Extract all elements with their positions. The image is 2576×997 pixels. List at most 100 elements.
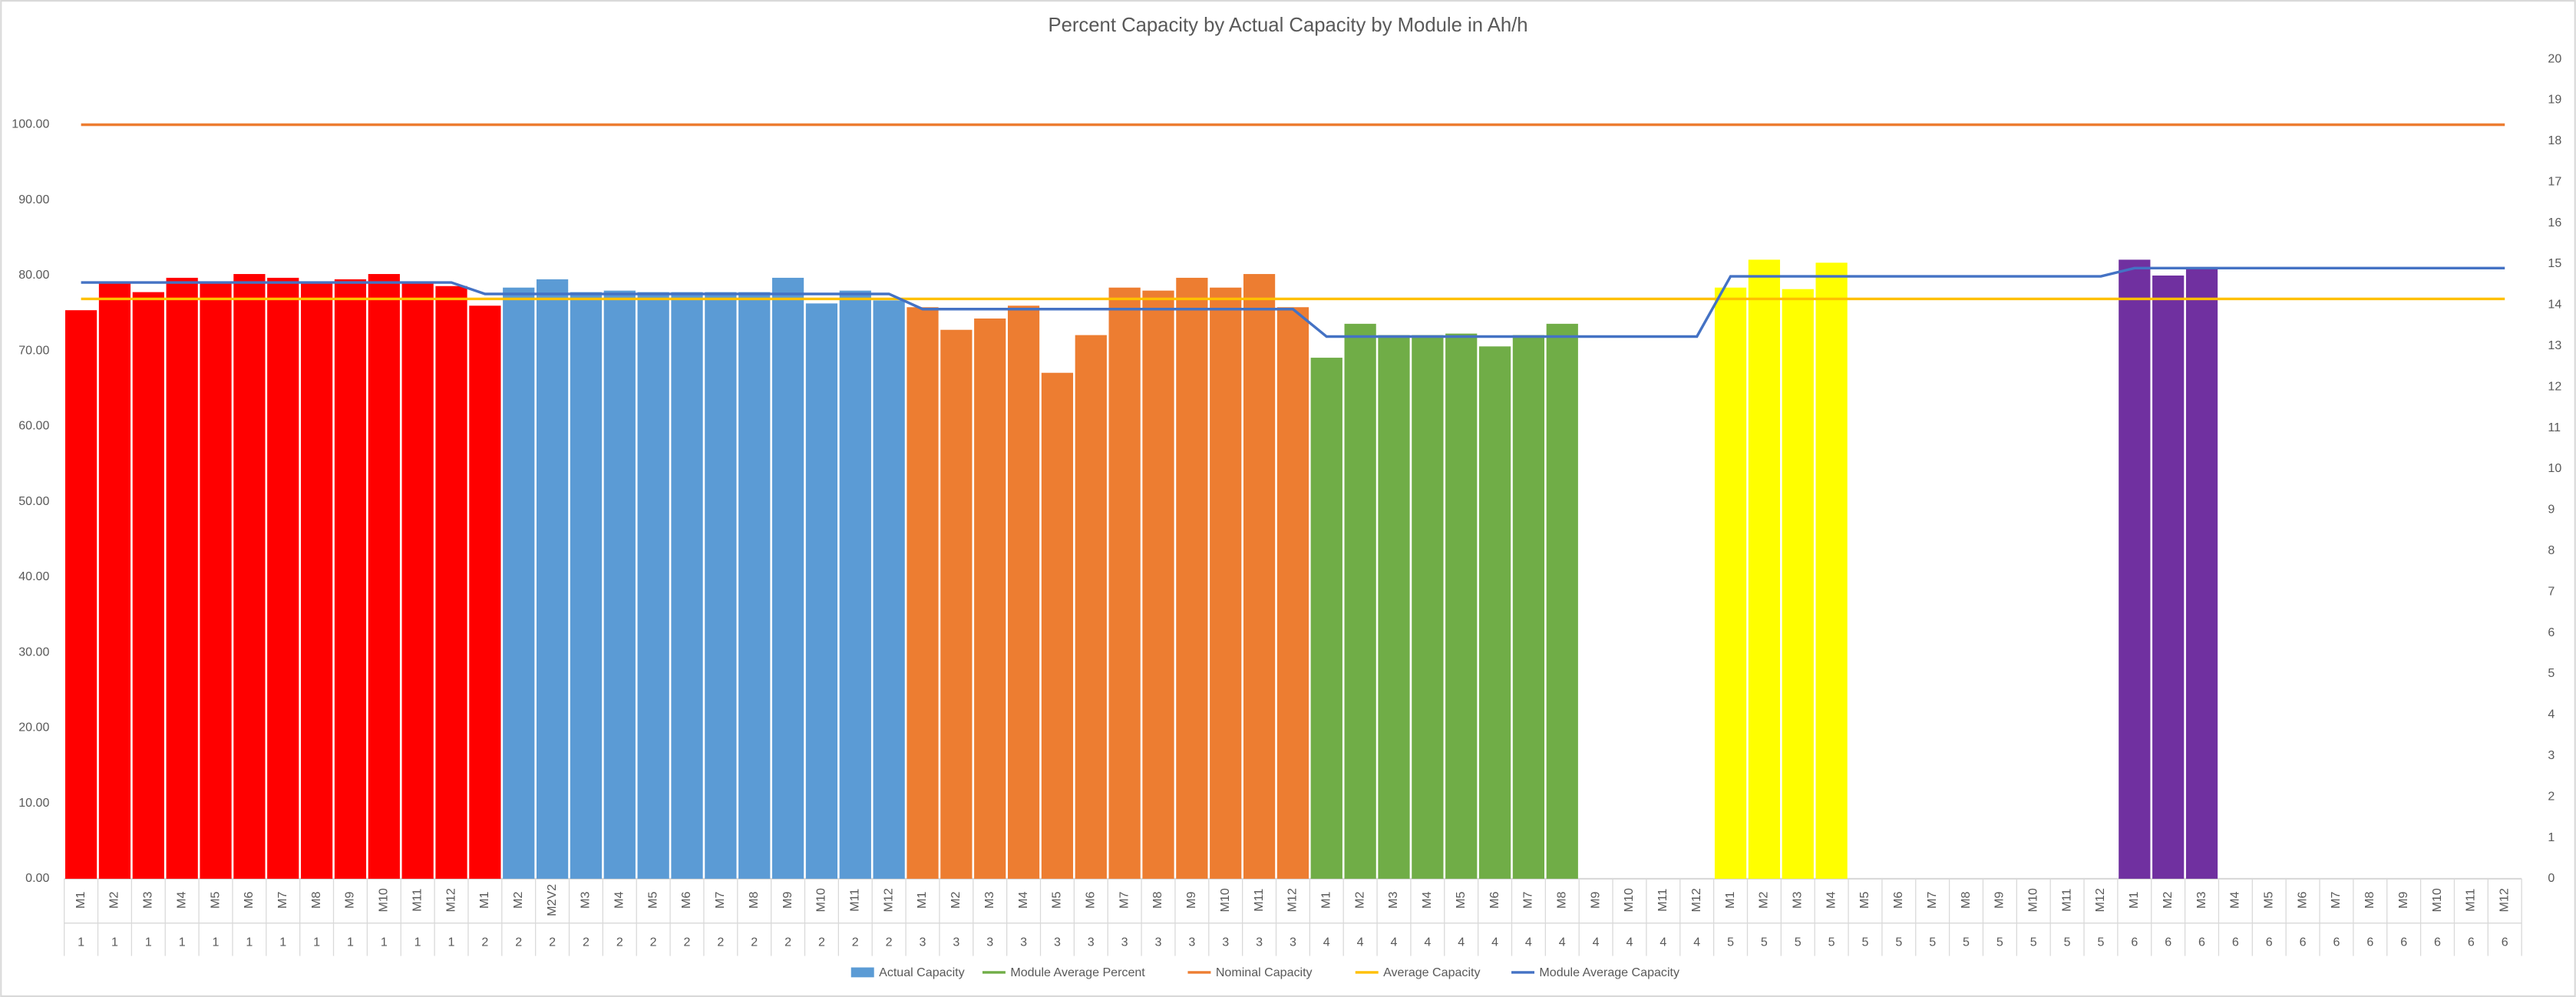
x-group-label: 5 — [1727, 936, 1734, 949]
bar — [1748, 259, 1781, 879]
bar — [1142, 290, 1174, 879]
x-group-label: 6 — [2131, 936, 2138, 949]
x-group-label: 2 — [784, 936, 791, 949]
bar — [705, 292, 737, 879]
x-tick-label: M11 — [2059, 889, 2073, 912]
y2-tick-label: 13 — [2548, 338, 2561, 352]
bar — [401, 282, 434, 879]
x-group-label: 3 — [953, 936, 959, 949]
x-group-label: 4 — [1424, 936, 1431, 949]
y2-tick-label: 11 — [2548, 421, 2561, 434]
bar — [1075, 335, 1107, 879]
x-group-label: 2 — [852, 936, 859, 949]
x-tick-label: M7 — [1117, 892, 1131, 909]
bar — [637, 292, 669, 879]
bar — [267, 277, 299, 879]
x-group-label: 1 — [381, 936, 388, 949]
x-group-label: 3 — [986, 936, 993, 949]
bar — [1412, 335, 1444, 879]
x-group-label: 2 — [751, 936, 758, 949]
x-tick-label: M3 — [1386, 892, 1400, 909]
y2-tick-label: 7 — [2548, 584, 2555, 598]
bar — [1445, 333, 1478, 879]
x-group-label: 3 — [1188, 936, 1195, 949]
x-group-label: 5 — [1963, 936, 1970, 949]
bar — [570, 292, 603, 879]
bar — [1815, 262, 1848, 879]
x-group-label: 5 — [2097, 936, 2104, 949]
x-tick-label: M3 — [1790, 892, 1804, 909]
x-tick-label: M3 — [2195, 892, 2208, 909]
x-tick-label: M5 — [1858, 892, 1871, 909]
x-tick-label: M6 — [1488, 892, 1501, 909]
x-group-label: 4 — [1391, 936, 1398, 949]
x-group-label: 1 — [313, 936, 320, 949]
x-tick-label: M10 — [814, 888, 828, 912]
x-group-label: 1 — [279, 936, 286, 949]
y2-tick-label: 18 — [2548, 134, 2561, 147]
bar — [1276, 307, 1309, 879]
y-tick-label: 40.00 — [18, 569, 49, 583]
x-tick-label: M9 — [1588, 892, 1602, 909]
bar — [839, 290, 871, 879]
x-tick-label: M1 — [915, 892, 929, 909]
x-group-label: 3 — [1020, 936, 1027, 949]
x-tick-label: M11 — [1252, 889, 1266, 912]
x-tick-label: M10 — [1218, 888, 1232, 912]
x-tick-label: M6 — [679, 892, 693, 909]
x-group-label: 3 — [1054, 936, 1061, 949]
x-group-label: 6 — [2165, 936, 2171, 949]
bar — [873, 300, 905, 879]
x-tick-label: M4 — [2228, 892, 2242, 909]
x-group-label: 1 — [78, 936, 84, 949]
bar — [907, 307, 939, 879]
x-group-label: 6 — [2266, 936, 2273, 949]
x-tick-label: M12 — [881, 888, 895, 912]
x-group-label: 6 — [2366, 936, 2373, 949]
x-group-label: 5 — [1862, 936, 1869, 949]
x-tick-label: M2 — [1757, 892, 1771, 909]
x-tick-label: M3 — [983, 892, 996, 909]
x-group-label: 6 — [2502, 936, 2508, 949]
bar — [233, 274, 266, 879]
x-tick-label: M12 — [1286, 888, 1300, 912]
x-group-label: 1 — [448, 936, 455, 949]
x-group-label: 4 — [1458, 936, 1465, 949]
x-tick-label: M1 — [2127, 892, 2141, 909]
bar — [603, 290, 636, 879]
x-group-label: 2 — [684, 936, 691, 949]
bar — [1007, 305, 1040, 879]
x-group-label: 5 — [1761, 936, 1768, 949]
bar — [166, 277, 198, 879]
y-tick-label: 10.00 — [18, 796, 49, 810]
legend-swatch — [850, 967, 874, 978]
x-group-label: 5 — [1828, 936, 1835, 949]
legend-label: Module Average Percent — [1010, 966, 1145, 979]
x-tick-label: M1 — [74, 892, 88, 909]
bar — [974, 318, 1006, 879]
x-tick-label: M9 — [781, 892, 794, 909]
y2-tick-label: 0 — [2548, 871, 2555, 885]
bar — [132, 292, 164, 879]
bar — [368, 274, 400, 879]
x-group-label: 5 — [1929, 936, 1936, 949]
x-group-label: 6 — [2300, 936, 2307, 949]
y2-tick-label: 15 — [2548, 256, 2561, 270]
chart-title: Percent Capacity by Actual Capacity by M… — [1048, 15, 1527, 36]
x-group-label: 2 — [616, 936, 623, 949]
x-group-label: 2 — [481, 936, 488, 949]
y-tick-label: 70.00 — [18, 343, 49, 357]
x-tick-label: M6 — [242, 892, 256, 909]
y2-tick-label: 16 — [2548, 216, 2561, 229]
x-tick-label: M11 — [2464, 889, 2478, 912]
bar — [200, 282, 232, 879]
x-tick-label: M11 — [1656, 889, 1669, 912]
bar — [469, 305, 501, 879]
legend-label: Module Average Capacity — [1539, 966, 1679, 979]
x-tick-label: M11 — [410, 889, 424, 912]
x-tick-label: M6 — [1084, 892, 1098, 909]
bar — [1210, 287, 1242, 879]
x-tick-label: M4 — [613, 892, 626, 909]
x-group-label: 5 — [1996, 936, 2003, 949]
bar — [1344, 323, 1376, 879]
